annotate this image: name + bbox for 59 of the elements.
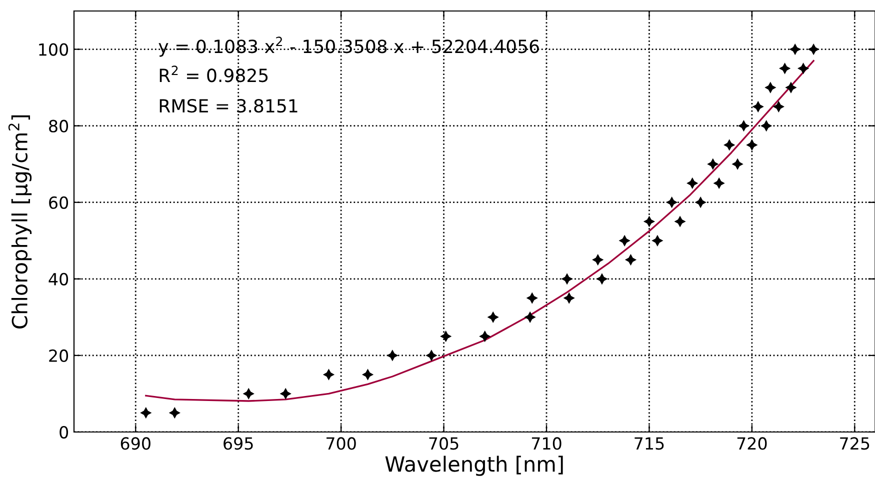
x-tick-label: 690	[120, 437, 150, 450]
point	[785, 82, 797, 94]
x-tick-label: 710	[532, 437, 562, 450]
point	[440, 330, 452, 342]
point	[596, 273, 608, 285]
point	[652, 234, 664, 246]
point	[674, 216, 686, 228]
y-tick-label: 80	[49, 120, 68, 132]
annotation: RMSE = 3.8151	[160, 98, 298, 113]
point	[479, 330, 491, 342]
x-tick-label: 695	[224, 437, 253, 450]
x-tick-label: 715	[634, 437, 664, 450]
point	[280, 388, 292, 400]
point	[808, 43, 820, 56]
point	[524, 311, 536, 323]
x-tick-label: 705	[429, 437, 458, 450]
point	[362, 368, 374, 380]
y-tick-label: 0	[60, 426, 68, 439]
point	[694, 196, 706, 208]
x-tick-label: 700	[326, 437, 356, 450]
point	[386, 350, 398, 362]
point	[666, 196, 678, 208]
line-series	[145, 60, 814, 402]
point	[242, 388, 254, 400]
point	[168, 407, 180, 419]
point	[643, 216, 656, 228]
y-tick-label: 60	[49, 196, 68, 209]
y-tick-label: 40	[48, 272, 68, 286]
point	[789, 43, 801, 56]
y-tick-label: 100	[39, 43, 68, 56]
point	[618, 234, 630, 246]
point	[778, 62, 791, 74]
annotation: R$^{2}$ = 0.9825	[160, 66, 268, 82]
y-tick-label: 20	[49, 349, 68, 362]
point	[426, 350, 438, 362]
y-axis-title: Chlorophyll [μg/cm$^{2}$]	[8, 115, 32, 328]
point	[140, 407, 152, 419]
point	[772, 100, 784, 112]
point	[752, 100, 764, 112]
point	[561, 273, 573, 285]
x-tick-label: 725	[840, 437, 870, 450]
point	[732, 158, 744, 170]
x-axis-title: Wavelength [nm]	[385, 456, 563, 476]
point	[526, 292, 538, 304]
point	[713, 177, 725, 190]
point	[764, 82, 776, 94]
point	[686, 177, 698, 190]
point	[563, 292, 575, 304]
point	[624, 254, 637, 266]
point	[592, 254, 604, 266]
point	[707, 158, 719, 170]
point	[760, 120, 772, 132]
point	[797, 62, 810, 74]
point	[746, 139, 758, 151]
point	[738, 120, 750, 132]
x-tick-label: 720	[737, 437, 767, 450]
point	[724, 139, 736, 151]
point	[322, 368, 335, 380]
point	[487, 311, 499, 323]
